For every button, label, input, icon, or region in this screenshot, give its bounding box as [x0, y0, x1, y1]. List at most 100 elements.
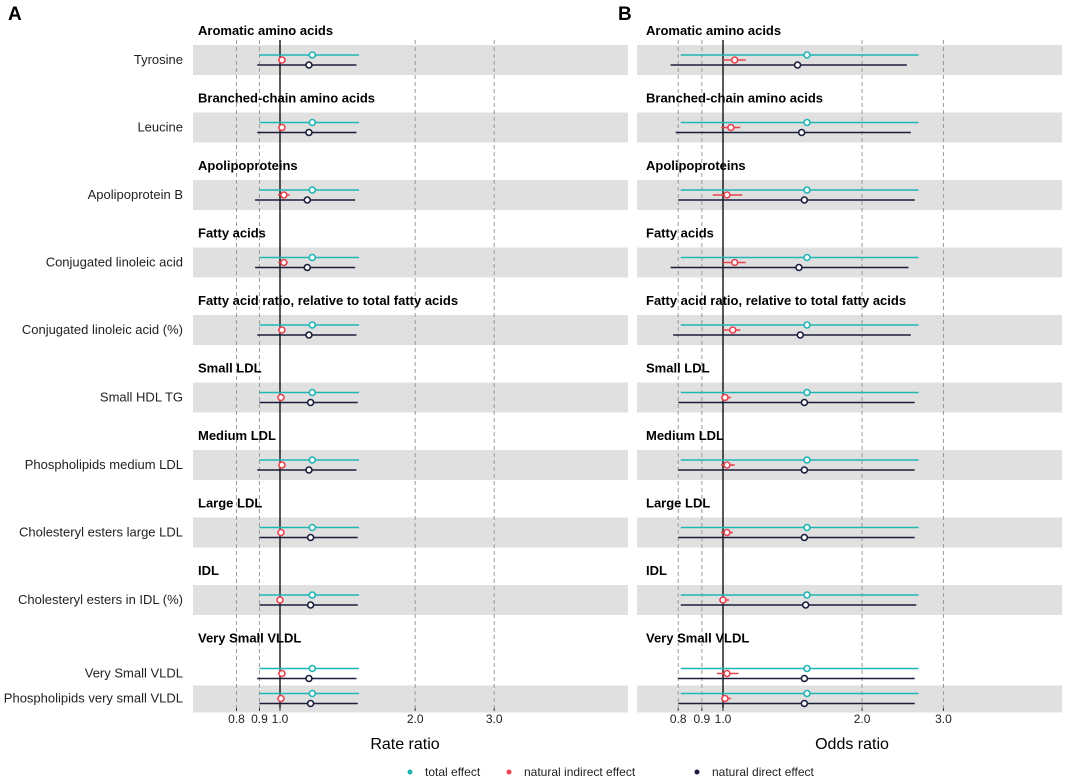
- direct-point: [795, 263, 803, 272]
- direct-point: [801, 601, 810, 609]
- legend: total effect natural indirect effect natur…: [407, 765, 815, 779]
- group-title: Medium LDL: [198, 428, 276, 443]
- group-title: Very Small VLDL: [198, 631, 301, 646]
- total-point: [308, 591, 317, 599]
- group-title: Aromatic amino acids: [646, 23, 781, 38]
- row-band: [193, 517, 628, 548]
- group-title: Fatty acids: [646, 226, 714, 241]
- group-title: Fatty acids: [198, 226, 266, 241]
- indirect-point: [278, 56, 286, 64]
- total-point: [308, 689, 317, 698]
- direct-point: [800, 398, 809, 407]
- indirect-point: [277, 528, 285, 537]
- indirect-point: [723, 461, 731, 469]
- total-point: [803, 118, 811, 127]
- total-point: [803, 456, 811, 464]
- row-band: [193, 585, 628, 615]
- axis-title: Rate ratio: [370, 736, 439, 753]
- row-label: Phospholipids medium LDL: [25, 457, 183, 472]
- indirect-point: [721, 694, 729, 703]
- row-band: [193, 45, 628, 75]
- indirect-point: [730, 258, 739, 267]
- indirect-point: [728, 326, 737, 334]
- direct-point: [305, 128, 313, 137]
- direct-point: [800, 466, 809, 474]
- indirect-point: [721, 393, 729, 402]
- direct-point: [306, 601, 315, 609]
- indirect-point: [719, 596, 727, 604]
- tick-label: 0.8: [670, 712, 687, 726]
- row-band: [193, 685, 628, 713]
- total-point: [308, 388, 317, 397]
- group-title: IDL: [646, 563, 667, 578]
- group-title: Apolipoproteins: [198, 158, 298, 173]
- direct-point: [305, 331, 313, 339]
- row-band: [637, 382, 1062, 413]
- total-point: [803, 321, 811, 329]
- total-point: [308, 523, 317, 532]
- group-title: Very Small VLDL: [646, 631, 749, 646]
- legend-direct-label: natural direct effect: [712, 765, 815, 779]
- row-band: [193, 112, 628, 143]
- panel-a: A Aromatic amino acids Branched-chain amin…: [4, 4, 628, 753]
- tick-label: 0.9: [251, 712, 268, 726]
- tick-label: 2.0: [407, 712, 424, 726]
- total-point: [308, 118, 317, 127]
- indirect-point: [280, 258, 288, 267]
- row-label: Conjugated linoleic acid (%): [22, 322, 183, 337]
- direct-point: [303, 263, 312, 272]
- panel-letter: B: [618, 4, 632, 25]
- direct-point: [796, 331, 805, 339]
- indirect-point: [280, 191, 288, 199]
- row-band: [637, 685, 1062, 713]
- row-label: Apolipoprotein B: [88, 187, 183, 202]
- tick-label: 0.9: [694, 712, 711, 726]
- group-title: Small LDL: [198, 361, 262, 376]
- legend-indirect-label: natural indirect effect: [524, 765, 636, 779]
- legend-total-marker: [407, 769, 413, 775]
- total-point: [803, 253, 811, 262]
- legend-indirect-marker: [506, 769, 512, 775]
- indirect-point: [730, 56, 739, 64]
- indirect-point: [278, 669, 286, 678]
- group-title: Branched-chain amino acids: [198, 91, 375, 106]
- direct-point: [305, 466, 313, 474]
- indirect-point: [276, 596, 284, 604]
- direct-point: [305, 674, 313, 683]
- total-point: [308, 253, 317, 262]
- row-label: Phospholipids very small VLDL: [4, 691, 183, 706]
- row-label: Tyrosine: [134, 52, 183, 67]
- indirect-point: [278, 326, 286, 334]
- total-point: [803, 689, 811, 698]
- row-label: Conjugated linoleic acid: [46, 255, 183, 270]
- group-title: Apolipoproteins: [646, 158, 746, 173]
- total-point: [803, 388, 811, 397]
- row-label: Leucine: [137, 120, 183, 135]
- group-title: IDL: [198, 563, 219, 578]
- row-label: Cholesteryl esters in IDL (%): [18, 592, 183, 607]
- row-band: [637, 112, 1062, 143]
- direct-point: [793, 61, 802, 69]
- group-title: Fatty acid ratio, relative to total fatt…: [198, 293, 458, 308]
- panel-letter: A: [8, 4, 22, 25]
- direct-point: [797, 128, 806, 137]
- direct-point: [306, 398, 315, 407]
- total-point: [308, 456, 317, 464]
- direct-point: [306, 533, 315, 542]
- direct-point: [800, 196, 809, 204]
- indirect-point: [277, 694, 285, 703]
- row-label: Cholesteryl esters large LDL: [19, 525, 183, 540]
- group-title: Branched-chain amino acids: [646, 91, 823, 106]
- total-point: [803, 523, 811, 532]
- indirect-point: [278, 123, 286, 132]
- total-point: [803, 51, 811, 59]
- tick-label: 2.0: [854, 712, 871, 726]
- row-band: [637, 450, 1062, 480]
- direct-point: [800, 699, 809, 708]
- total-point: [308, 321, 317, 329]
- legend-total-label: total effect: [425, 765, 481, 779]
- row-band: [637, 180, 1062, 210]
- group-title: Aromatic amino acids: [198, 23, 333, 38]
- row-band: [637, 45, 1062, 75]
- direct-point: [306, 699, 315, 708]
